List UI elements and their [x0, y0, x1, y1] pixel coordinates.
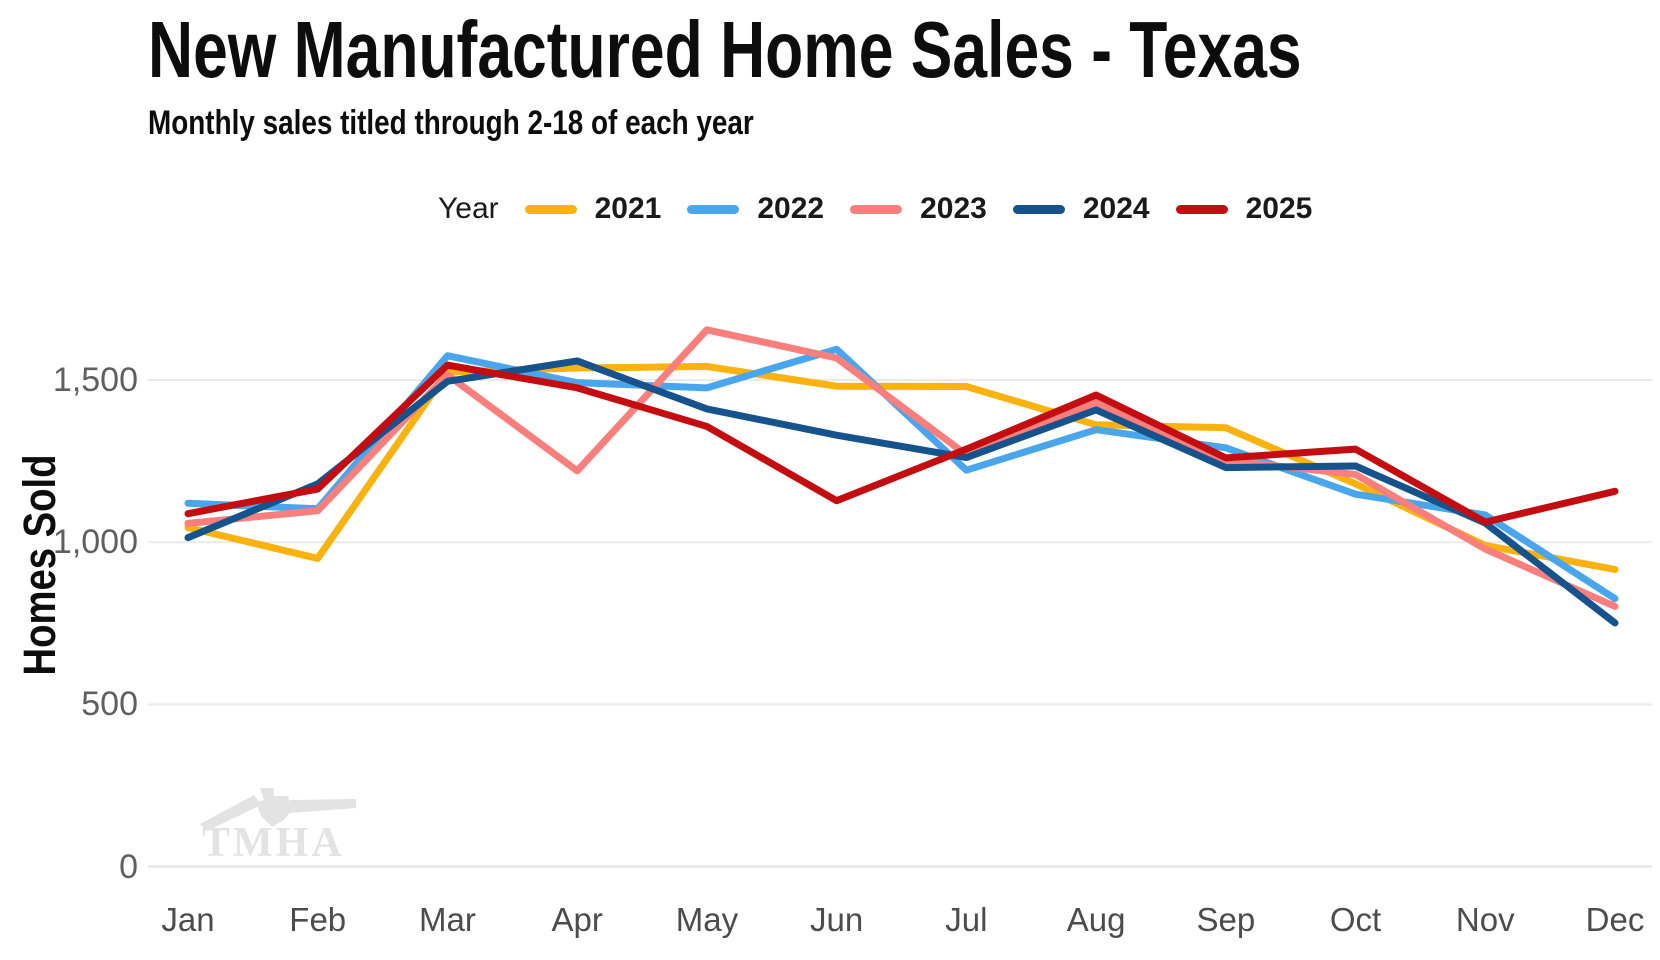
series-line-2021 [184, 362, 1619, 573]
legend-item-2023: 2023 [850, 192, 987, 226]
y-tick-1500: 1,500 [52, 361, 138, 400]
watermark-roof-left [200, 795, 261, 831]
x-tick-jul: Jul [945, 901, 988, 938]
legend-swatch-2022 [687, 204, 740, 214]
series-line-2023 [184, 326, 1619, 610]
x-tick-jun: Jun [810, 901, 864, 938]
series-line-2025 [184, 361, 1619, 526]
y-tick-0: 0 [119, 847, 138, 886]
x-tick-oct: Oct [1329, 901, 1382, 938]
legend-item-2025: 2025 [1175, 192, 1313, 226]
legend-item-2022: 2022 [687, 192, 824, 226]
series-line-2024 [184, 357, 1619, 627]
legend-swatch-2021 [524, 204, 577, 214]
y-axis-title: Homes Sold [14, 454, 65, 676]
x-tick-apr: Apr [551, 901, 603, 938]
legend-items: 2021 2022 2023 2024 2025 [524, 192, 1313, 226]
watermark-roof-right [290, 799, 356, 813]
x-tick-nov: Nov [1455, 901, 1515, 938]
legend-item-2021: 2021 [524, 192, 662, 226]
legend-title: Year [438, 192, 499, 225]
y-tick-500: 500 [81, 685, 138, 724]
legend-label-2025: 2025 [1245, 192, 1313, 225]
x-tick-mar: Mar [419, 901, 476, 938]
x-tick-may: May [675, 901, 739, 938]
x-tick-jan: Jan [161, 901, 215, 938]
legend-label-2023: 2023 [920, 192, 987, 225]
watermark-texas-shape [256, 788, 292, 827]
x-tick-aug: Aug [1066, 901, 1126, 938]
y-tick-1000: 1,000 [52, 523, 138, 562]
legend: Year 2021 2022 2023 2024 2025 [438, 192, 1312, 226]
series-line-2022 [184, 345, 1619, 603]
x-tick-feb: Feb [289, 901, 347, 938]
legend-label-2021: 2021 [594, 192, 662, 225]
x-tick-sep: Sep [1196, 901, 1256, 938]
x-tick-dec: Dec [1585, 901, 1645, 938]
tmha-watermark: TMHA [198, 786, 363, 867]
page-title: New Manufactured Home Sales - Texas [148, 5, 1302, 94]
legend-item-2024: 2024 [1012, 192, 1150, 226]
legend-label-2024: 2024 [1082, 192, 1150, 225]
legend-swatch-2023 [850, 204, 903, 214]
legend-swatch-2024 [1012, 204, 1065, 214]
chart-subtitle: Monthly sales titled through 2-18 of eac… [148, 104, 754, 142]
legend-label-2022: 2022 [757, 192, 825, 225]
legend-swatch-2025 [1175, 204, 1228, 214]
watermark-text: TMHA [202, 820, 345, 862]
